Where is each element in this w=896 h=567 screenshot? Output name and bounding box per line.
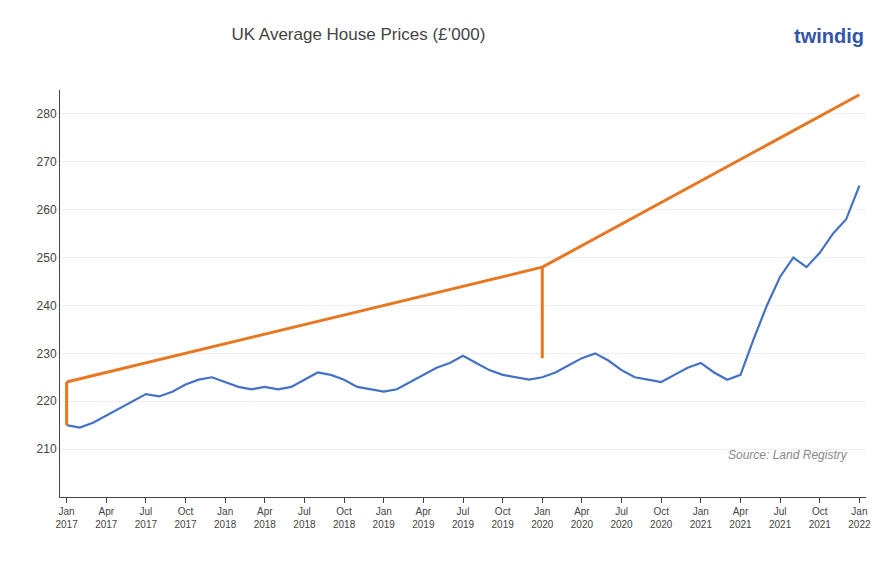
svg-text:220: 220: [37, 394, 57, 408]
svg-text:UK Average House Prices (£’000: UK Average House Prices (£’000): [231, 25, 485, 44]
svg-text:270: 270: [37, 155, 57, 169]
svg-text:Oct2020: Oct2020: [650, 506, 673, 530]
svg-text:Jul2020: Jul2020: [610, 506, 633, 530]
svg-text:Oct2017: Oct2017: [174, 506, 197, 530]
svg-text:Jan2021: Jan2021: [690, 506, 713, 530]
svg-text:240: 240: [37, 299, 57, 313]
svg-text:210: 210: [37, 442, 57, 456]
svg-text:Jan2018: Jan2018: [214, 506, 237, 530]
svg-text:Source: Land Registry: Source: Land Registry: [728, 448, 848, 462]
svg-text:Jan2022: Jan2022: [848, 506, 871, 530]
svg-text:Oct2019: Oct2019: [492, 506, 515, 530]
svg-text:Oct2021: Oct2021: [809, 506, 832, 530]
svg-text:Jul2017: Jul2017: [135, 506, 158, 530]
svg-text:250: 250: [37, 251, 57, 265]
svg-text:Oct2018: Oct2018: [333, 506, 356, 530]
svg-text:Apr2021: Apr2021: [729, 506, 752, 530]
svg-text:Jan2020: Jan2020: [531, 506, 554, 530]
svg-text:twindig: twindig: [794, 25, 864, 47]
svg-text:Jan2017: Jan2017: [55, 506, 78, 530]
svg-text:280: 280: [37, 107, 57, 121]
svg-text:Jul2018: Jul2018: [293, 506, 316, 530]
svg-text:230: 230: [37, 347, 57, 361]
svg-text:Apr2020: Apr2020: [571, 506, 594, 530]
svg-text:260: 260: [37, 203, 57, 217]
svg-text:Jan2019: Jan2019: [373, 506, 396, 530]
svg-text:Apr2017: Apr2017: [95, 506, 118, 530]
svg-text:Apr2018: Apr2018: [254, 506, 277, 530]
svg-text:Apr2019: Apr2019: [412, 506, 435, 530]
svg-text:Jul2019: Jul2019: [452, 506, 475, 530]
svg-text:Jul2021: Jul2021: [769, 506, 792, 530]
